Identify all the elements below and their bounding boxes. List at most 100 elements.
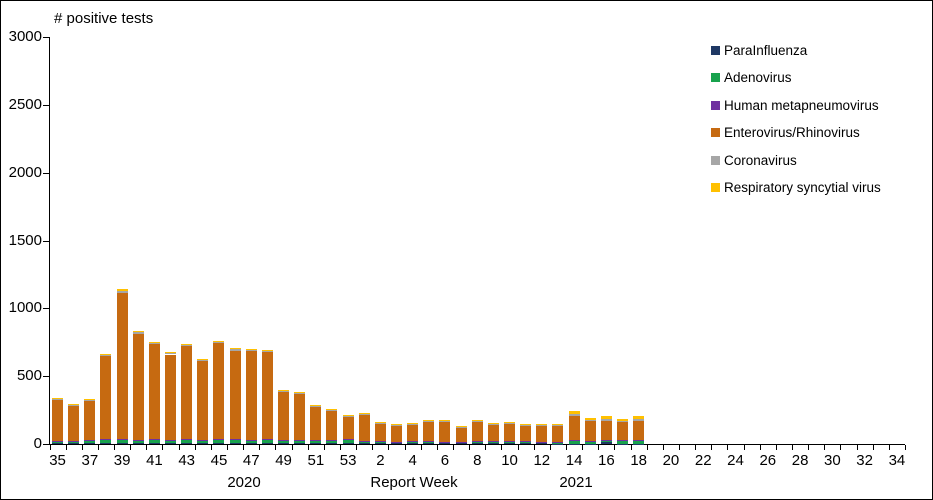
bar-segment <box>229 350 241 439</box>
bar-segment <box>148 342 160 344</box>
bar-segment <box>487 423 499 425</box>
x-tick <box>743 445 745 450</box>
bar-segment <box>245 351 257 440</box>
bar-segment <box>504 421 516 423</box>
bar-segment <box>84 400 96 401</box>
bar-segment <box>600 420 612 441</box>
bar-segment <box>278 439 290 441</box>
x-tick-label: 43 <box>178 452 196 469</box>
legend-item: Human metapneumovirus <box>711 98 879 113</box>
legend-item: Adenovirus <box>711 70 792 85</box>
x-tick <box>436 445 438 450</box>
bar-segment <box>197 443 209 444</box>
bar-segment <box>471 421 483 422</box>
x-tick <box>566 445 568 450</box>
y-tick-label: 2500 <box>8 96 42 113</box>
bar-segment <box>213 340 225 342</box>
bar-segment <box>536 423 548 425</box>
x-tick <box>404 445 406 450</box>
bar-segment <box>568 440 580 444</box>
y-tick <box>42 37 49 39</box>
bar-segment <box>116 290 128 294</box>
bar-segment <box>245 350 257 352</box>
x-tick-label: 53 <box>339 452 357 469</box>
bar-segment <box>617 440 629 444</box>
x-tick <box>453 445 455 450</box>
x-tick <box>824 445 826 450</box>
legend-swatch <box>711 46 720 55</box>
y-tick <box>42 444 49 445</box>
x-tick-label: 2 <box>376 452 385 469</box>
bar-segment <box>423 443 435 444</box>
bar-segment <box>358 413 370 415</box>
bar-segment <box>213 341 225 343</box>
x-tick-label: 10 <box>501 452 518 469</box>
x-tick <box>259 445 261 450</box>
bar-segment <box>439 441 451 444</box>
legend-item: Respiratory syncytial virus <box>711 180 881 195</box>
bar-segment <box>294 443 306 444</box>
y-tick-label: 2000 <box>8 163 42 181</box>
x-tick-label: 16 <box>598 452 615 469</box>
x-tick <box>888 445 890 450</box>
x-tick <box>808 445 810 450</box>
y-tick-label: 0 <box>33 435 42 452</box>
bar-segment <box>552 423 564 425</box>
bar-segment <box>213 442 225 444</box>
bar-segment <box>407 441 419 443</box>
bar-segment <box>261 352 273 440</box>
bar-segment <box>132 330 144 332</box>
x-tick-label: 37 <box>81 452 99 469</box>
bar-segment <box>487 443 499 444</box>
x-tick-label: 4 <box>408 452 417 469</box>
bar-segment <box>310 406 322 441</box>
bar-segment <box>487 422 499 424</box>
x-tick <box>210 445 212 450</box>
bar-segment <box>568 414 580 417</box>
bar-segment <box>245 349 257 351</box>
bar-segment <box>342 439 354 444</box>
x-tick-label: 22 <box>694 452 712 469</box>
bar-segment <box>520 442 532 444</box>
bar-segment <box>633 419 645 421</box>
bar-segment <box>358 442 370 444</box>
x-axis-year-2020: 2020 <box>227 474 261 491</box>
x-axis-year-2021: 2021 <box>559 474 593 491</box>
legend-item: Coronavirus <box>711 153 797 168</box>
bar-segment <box>504 442 516 444</box>
chart-title: # positive tests <box>54 10 154 27</box>
bar-segment <box>600 416 612 420</box>
bar-segment <box>326 443 338 444</box>
x-tick-label: 6 <box>440 452 450 469</box>
bar-segment <box>504 422 516 424</box>
bar-segment <box>116 293 128 440</box>
legend-label: Adenovirus <box>724 70 792 86</box>
bar-segment <box>100 443 112 444</box>
bar-segment <box>261 439 273 440</box>
bar-segment <box>423 421 435 442</box>
x-tick-label: 12 <box>533 452 551 469</box>
bar-segment <box>197 440 209 444</box>
x-tick <box>81 445 83 450</box>
bar-segment <box>148 341 160 343</box>
bar-segment <box>358 414 370 441</box>
x-tick <box>97 445 99 450</box>
bar-segment <box>132 443 144 444</box>
x-tick <box>905 445 906 450</box>
bar-segment <box>536 443 548 444</box>
bar-segment <box>52 397 64 399</box>
x-tick-label: 34 <box>888 452 906 469</box>
bar-segment <box>407 442 419 444</box>
bar-segment <box>148 439 160 443</box>
bar-segment <box>487 441 499 444</box>
bar-segment <box>536 424 548 426</box>
bar-segment <box>584 421 596 441</box>
bar-segment <box>261 443 273 444</box>
y-tick <box>42 105 49 106</box>
x-tick-label: 14 <box>565 452 583 469</box>
legend-label: Coronavirus <box>724 152 797 168</box>
bar-segment <box>310 440 322 441</box>
bar-segment <box>520 441 532 443</box>
bar-segment <box>455 443 467 444</box>
legend-label: Enterovirus/Rhinovirus <box>724 125 860 141</box>
